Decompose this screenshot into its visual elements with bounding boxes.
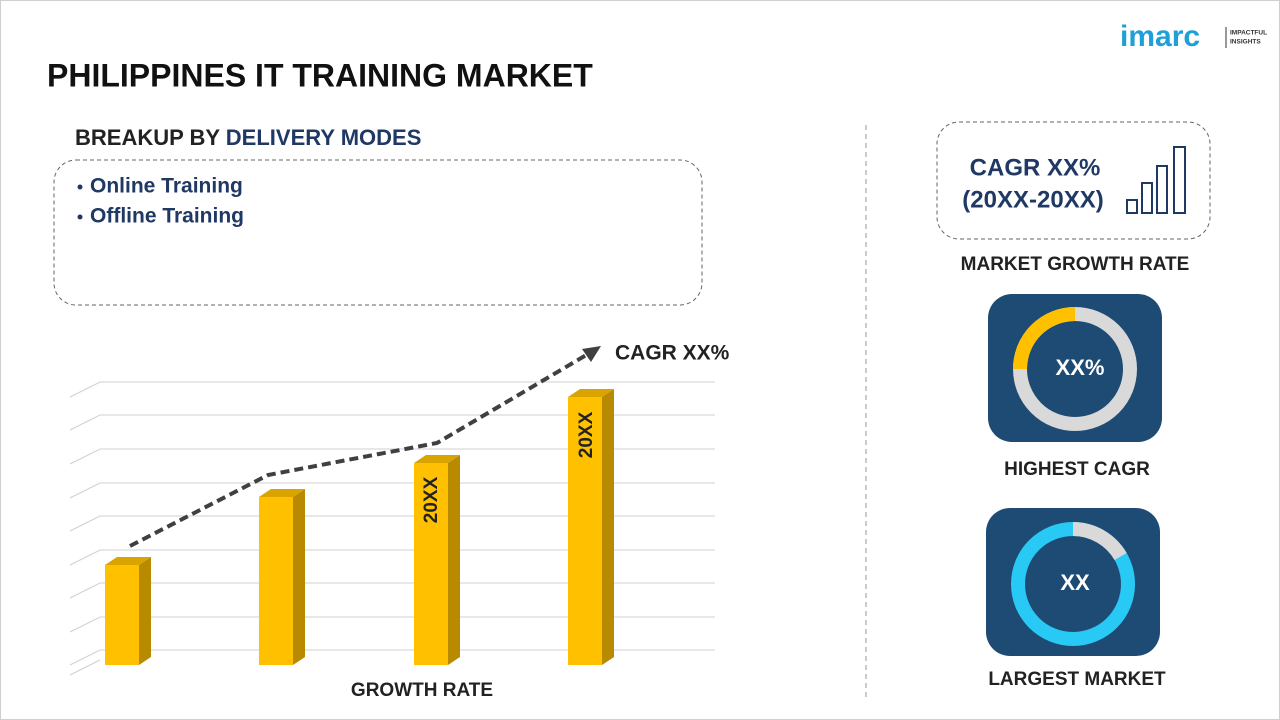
cagr-value: XX%	[1056, 355, 1105, 380]
axis-label: GROWTH RATE	[351, 680, 493, 701]
cagr-label: CAGR XX%	[615, 342, 730, 365]
bullet	[77, 214, 83, 220]
bar-top	[568, 389, 614, 397]
breakup-item: Online Training	[90, 175, 243, 198]
growth-caption: MARKET GROWTH RATE	[961, 254, 1190, 275]
bar-front	[259, 497, 293, 665]
growth-value: CAGR XX%	[970, 154, 1101, 181]
chart-floor	[69, 659, 101, 676]
trend-arrow	[129, 352, 590, 548]
bar-front	[568, 397, 602, 665]
growth-icon	[1126, 146, 1186, 214]
title: PHILIPPINES IT TRAINING MARKET	[47, 57, 593, 93]
breakup-box	[53, 159, 703, 306]
heading-prefix: BREAKUP BY	[75, 125, 220, 150]
bar-front	[105, 565, 139, 665]
logo-brand: imarc	[1120, 20, 1200, 53]
market-value: XX	[1060, 570, 1090, 595]
bar-side	[448, 455, 460, 665]
breakup-item: Offline Training	[90, 205, 244, 228]
logo-tagline: IMPACTFUL	[1230, 30, 1267, 37]
bar-label: 20XX	[576, 411, 597, 458]
bar-side	[139, 557, 151, 665]
growth-period: (20XX-20XX)	[962, 186, 1103, 213]
chart-grid	[69, 381, 715, 666]
donut-arc	[1072, 522, 1127, 561]
bar-side	[602, 389, 614, 665]
bullet	[77, 184, 83, 190]
bar-top	[414, 455, 460, 463]
cagr-caption: HIGHEST CAGR	[1004, 459, 1150, 480]
bar-front	[414, 463, 448, 665]
bar-top	[259, 489, 305, 497]
donut-arc	[1013, 307, 1076, 370]
bars	[105, 389, 614, 665]
arrow-head	[582, 346, 601, 362]
bar-side	[293, 489, 305, 665]
bar-label: 20XX	[421, 476, 442, 523]
logo-tagline: INSIGHTS	[1230, 39, 1261, 46]
heading-highlight: DELIVERY MODES	[226, 125, 422, 150]
growth-box	[936, 121, 1211, 240]
bar-top	[105, 557, 151, 565]
market-caption: LARGEST MARKET	[988, 669, 1166, 690]
breakup-heading: BREAKUP BY DELIVERY MODES	[75, 125, 421, 150]
